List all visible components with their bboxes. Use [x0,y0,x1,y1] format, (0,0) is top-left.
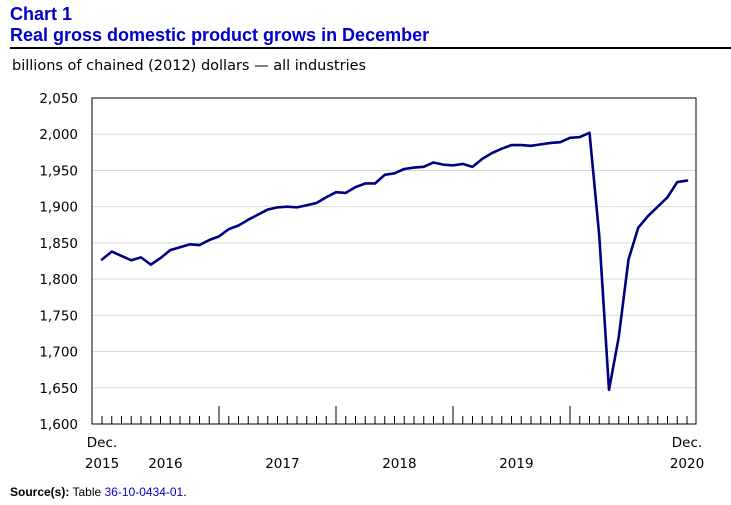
x-label-year: 2016 [148,456,182,472]
plot-frame [91,97,697,425]
y-tick-label: 1,900 [39,200,78,216]
x-label-year: 2017 [265,456,299,472]
x-axis-ticks [101,406,688,424]
source-prefix: Table [72,485,102,499]
x-label-month: Dec. [87,435,117,451]
y-tick-label: 1,950 [39,163,78,179]
y-tick-label: 1,850 [39,236,78,252]
y-tick-label: 1,800 [39,272,78,288]
x-axis-labels: Dec. 2015 2016 2017 2018 2019 Dec. 2020 [85,435,704,472]
x-label-year: 2020 [670,456,704,472]
x-label-year: 2018 [382,456,416,472]
series-line-gdp [100,131,689,392]
y-tick-label: 1,750 [39,308,78,324]
y-tick-label: 1,650 [39,381,78,397]
chart-title: Real gross domestic product grows in Dec… [10,25,430,45]
source-table-link[interactable]: 36-10-0434-01 [104,485,184,499]
x-label-year: 2015 [85,456,119,472]
source-note: Source(s): Table 36-10-0434-01. [10,485,187,499]
y-tick-label: 2,050 [39,91,78,107]
x-label-year: 2019 [499,456,533,472]
y-tick-label: 1,600 [39,417,78,433]
chart-number: Chart 1 [10,4,73,24]
y-tick-label: 2,000 [39,127,78,143]
series-group [100,131,689,392]
title-divider [10,47,731,49]
y-tick-label: 1,700 [39,345,78,361]
source-suffix: . [183,485,187,499]
line-chart: 1,600 1,650 1,700 1,750 1,800 1,850 1,900 1,950… [39,91,704,472]
chart-header: Chart 1 Real gross domestic product grow… [10,4,731,46]
source-label: Source(s): [10,485,70,499]
x-label-month: Dec. [672,435,702,451]
unit-label: billions of chained (2012) dollars — all… [12,58,367,74]
y-axis-labels: 1,600 1,650 1,700 1,750 1,800 1,850 1,900 1,950… [39,91,78,433]
